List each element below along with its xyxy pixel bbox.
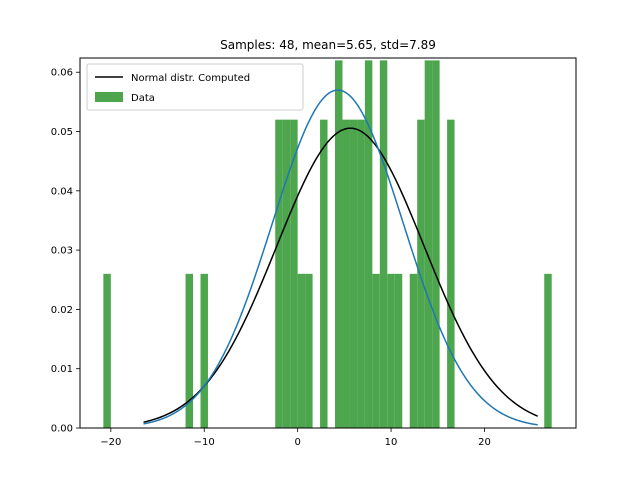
histogram-bar-16 bbox=[387, 273, 395, 428]
histogram-bar-6 bbox=[297, 273, 306, 428]
histogram-bar-4 bbox=[282, 119, 291, 429]
histogram-bars bbox=[103, 60, 552, 429]
histogram-bar-18 bbox=[409, 273, 418, 428]
y-tick-label-6: 0.06 bbox=[51, 68, 73, 79]
histogram-bar-22 bbox=[447, 119, 455, 429]
histogram-bar-13 bbox=[364, 60, 373, 428]
curves bbox=[143, 89, 538, 426]
y-tick-label-4: 0.04 bbox=[51, 186, 73, 197]
x-axis: −20 −10 0 10 20 bbox=[100, 428, 491, 448]
histogram-bar-0 bbox=[103, 273, 111, 428]
histogram-bar-23 bbox=[544, 273, 552, 428]
plot-area bbox=[79, 57, 577, 429]
histogram-bar-9 bbox=[335, 60, 343, 428]
y-tick-label-3: 0.03 bbox=[51, 246, 73, 257]
y-tick-label-1: 0.01 bbox=[51, 364, 73, 375]
histogram-bar-1 bbox=[185, 273, 194, 428]
legend: Normal distr. Computed Data bbox=[86, 63, 304, 111]
histogram-bar-10 bbox=[342, 119, 350, 429]
y-tick-label-5: 0.05 bbox=[51, 127, 73, 138]
histogram-bar-7 bbox=[305, 273, 313, 428]
x-tick-label-2: 0 bbox=[294, 437, 300, 448]
legend-box bbox=[86, 63, 304, 111]
histogram-bar-20 bbox=[424, 60, 433, 428]
histogram-bar-8 bbox=[320, 119, 328, 429]
histogram-bar-19 bbox=[417, 119, 425, 429]
x-tick-label-3: 10 bbox=[385, 437, 398, 448]
histogram-bar-3 bbox=[275, 119, 283, 429]
histogram-bar-11 bbox=[349, 119, 358, 429]
chart-title: Samples: 48, mean=5.65, std=7.89 bbox=[220, 38, 436, 52]
y-tick-label-2: 0.02 bbox=[51, 305, 73, 316]
x-tick-label-4: 20 bbox=[478, 437, 491, 448]
histogram-bar-15 bbox=[379, 60, 388, 428]
histogram-bar-14 bbox=[372, 273, 380, 428]
histogram-bar-12 bbox=[357, 119, 365, 429]
legend-label-data: Data bbox=[131, 93, 155, 104]
y-axis: 0.00 0.01 0.02 0.03 0.04 0.05 0.06 bbox=[51, 68, 80, 435]
x-tick-label-1: −10 bbox=[194, 437, 215, 448]
histogram-bar-2 bbox=[200, 273, 208, 428]
histogram-bar-5 bbox=[290, 119, 298, 429]
curve-line-2 bbox=[143, 89, 538, 426]
axes-frame bbox=[79, 57, 577, 429]
histogram-bar-17 bbox=[394, 273, 403, 428]
histogram-bar-21 bbox=[432, 60, 440, 428]
y-tick-label-0: 0.00 bbox=[51, 424, 73, 435]
legend-bar-swatch bbox=[95, 92, 123, 102]
x-tick-label-0: −20 bbox=[100, 437, 121, 448]
legend-label-normal: Normal distr. Computed bbox=[131, 73, 250, 84]
